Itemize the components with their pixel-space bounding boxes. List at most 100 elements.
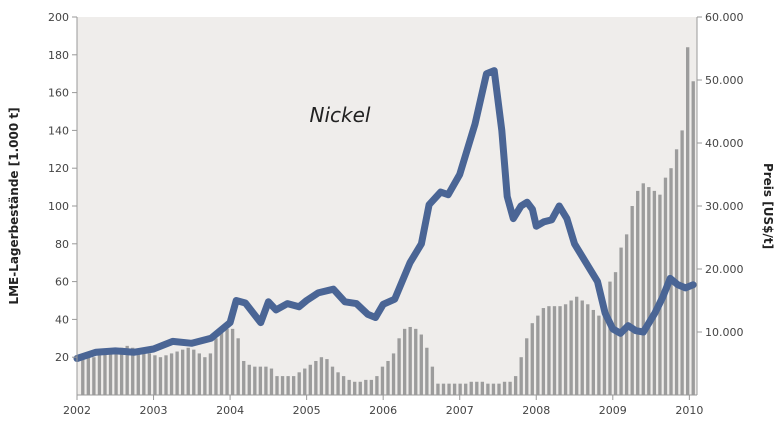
- stock-bar: [541, 308, 546, 395]
- stock-bar: [691, 81, 695, 395]
- left-tick-label: 180: [48, 49, 69, 62]
- stock-bar: [502, 381, 507, 395]
- stock-bar: [491, 383, 496, 395]
- right-tick-label: 30.000: [705, 200, 744, 213]
- stock-bar: [558, 306, 562, 395]
- left-tick-label: 200: [48, 11, 69, 24]
- stock-bar: [452, 383, 457, 395]
- stock-bar: [519, 357, 523, 395]
- x-tick-label: 2004: [216, 404, 244, 417]
- stock-bar: [297, 372, 301, 395]
- stock-bar: [303, 368, 307, 395]
- right-tick-label: 60.000: [705, 11, 744, 24]
- stock-bar: [341, 376, 346, 395]
- stock-bar: [314, 360, 318, 395]
- stock-bar: [641, 183, 645, 395]
- stock-bar: [253, 366, 257, 395]
- left-tick-label: 140: [48, 124, 69, 137]
- stock-bar: [419, 334, 423, 395]
- stock-bar: [119, 347, 124, 395]
- stock-bar: [197, 353, 201, 395]
- stock-bar: [353, 381, 357, 395]
- stock-bar: [169, 353, 174, 395]
- stock-bar: [186, 347, 190, 395]
- stock-bar: [336, 372, 340, 395]
- stock-bar: [192, 349, 196, 395]
- stock-bar: [674, 149, 679, 395]
- left-tick-label: 80: [55, 238, 69, 251]
- stock-bar: [397, 338, 401, 395]
- stock-bar: [291, 376, 296, 395]
- stock-bar: [325, 359, 329, 395]
- stock-bar: [408, 326, 412, 395]
- right-tick-label: 20.000: [705, 263, 744, 276]
- stock-bar: [114, 349, 118, 395]
- stock-bar: [258, 366, 263, 395]
- left-tick-label: 100: [48, 200, 69, 213]
- stock-bar: [131, 347, 135, 395]
- x-tick-label: 2010: [675, 404, 703, 417]
- stock-bar: [586, 304, 590, 395]
- stock-bar: [391, 353, 396, 395]
- stock-bar: [619, 247, 623, 395]
- stock-bar: [497, 383, 501, 395]
- stock-bar: [286, 376, 290, 395]
- left-tick-label: 60: [55, 276, 69, 289]
- stock-bar: [525, 338, 529, 395]
- stock-bar: [103, 353, 107, 395]
- right-axis-ticks: 10.000 20.000 30.000 40.000 50.000 60.000: [697, 11, 744, 339]
- stock-bar: [630, 206, 634, 395]
- stock-bar: [575, 296, 579, 395]
- right-tick-label: 50.000: [705, 74, 744, 87]
- left-tick-label: 120: [48, 162, 69, 175]
- x-tick-label: 2007: [446, 404, 474, 417]
- left-axis-ticks: 20 40 60 80 100 120 140 160 180 200: [48, 11, 77, 364]
- stock-bar: [569, 300, 573, 395]
- price-line: [73, 67, 697, 362]
- x-tick-label: 2005: [293, 404, 321, 417]
- stock-bar: [142, 351, 146, 395]
- stock-bar: [236, 338, 240, 395]
- stock-bar: [597, 315, 601, 395]
- stock-bar: [242, 360, 246, 395]
- stock-bar: [652, 190, 657, 395]
- x-tick-label: 2008: [522, 404, 550, 417]
- stock-bar: [386, 360, 390, 395]
- stock-bar: [458, 383, 462, 395]
- stock-bar: [686, 47, 690, 396]
- stock-bar: [508, 381, 512, 395]
- stock-bar: [380, 366, 385, 395]
- stock-bar: [275, 376, 279, 395]
- stock-bar: [147, 353, 152, 395]
- stock-bar: [425, 347, 429, 395]
- stock-bar: [219, 332, 224, 395]
- stock-bar: [536, 315, 540, 395]
- stock-bar: [580, 300, 584, 395]
- stock-bar: [469, 381, 473, 395]
- stock-bar: [125, 345, 129, 395]
- stock-bar: [552, 306, 557, 395]
- stock-bar: [181, 349, 185, 395]
- left-axis-label: LME-Lagerbestände [1.000 t]: [7, 107, 21, 304]
- x-tick-label: 2003: [140, 404, 168, 417]
- stock-bar: [158, 357, 163, 395]
- stock-bar: [475, 381, 479, 395]
- x-tick-label: 2006: [369, 404, 397, 417]
- stock-bar: [81, 357, 85, 395]
- stock-bar: [591, 309, 595, 395]
- stock-bar: [624, 234, 629, 395]
- stock-bar: [464, 383, 468, 395]
- stock-bar: [513, 376, 518, 395]
- stock-bar: [136, 349, 140, 395]
- stock-bar: [563, 304, 568, 395]
- stock-bar: [97, 355, 102, 395]
- stock-bar: [680, 130, 684, 395]
- stock-bar: [280, 376, 285, 395]
- stock-bar: [358, 381, 362, 395]
- left-tick-label: 160: [48, 87, 69, 100]
- stock-bar: [364, 379, 368, 395]
- stock-bar: [441, 383, 446, 395]
- right-tick-label: 40.000: [705, 137, 744, 150]
- stock-bar: [547, 306, 551, 395]
- stock-bar: [369, 379, 374, 395]
